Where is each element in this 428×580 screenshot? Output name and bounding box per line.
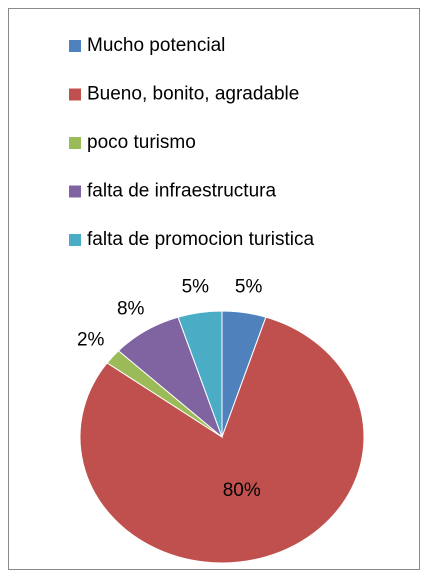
legend-swatch <box>69 40 81 52</box>
legend-label: Bueno, bonito, agradable <box>87 84 299 105</box>
legend-swatch <box>69 88 81 101</box>
data-label: 5% <box>235 277 263 298</box>
legend-label: falta de infraestructura <box>87 181 276 202</box>
data-label: 8% <box>117 298 145 319</box>
legend: Mucho potencial Bueno, bonito, agradable p… <box>69 35 314 250</box>
data-label: 5% <box>182 277 210 298</box>
data-label: 80% <box>223 480 261 501</box>
legend-label: poco turismo <box>87 132 196 153</box>
data-label: 2% <box>77 330 105 351</box>
legend-label: falta de promocion turistica <box>87 229 314 250</box>
pie: 5% 80% 2% 8% 5% <box>77 277 365 564</box>
legend-swatch <box>69 234 81 246</box>
pie-slice <box>79 316 365 564</box>
legend-swatch <box>69 137 81 149</box>
legend-label: Mucho potencial <box>87 35 225 56</box>
legend-swatch <box>69 185 81 198</box>
pie-slice <box>177 310 223 438</box>
